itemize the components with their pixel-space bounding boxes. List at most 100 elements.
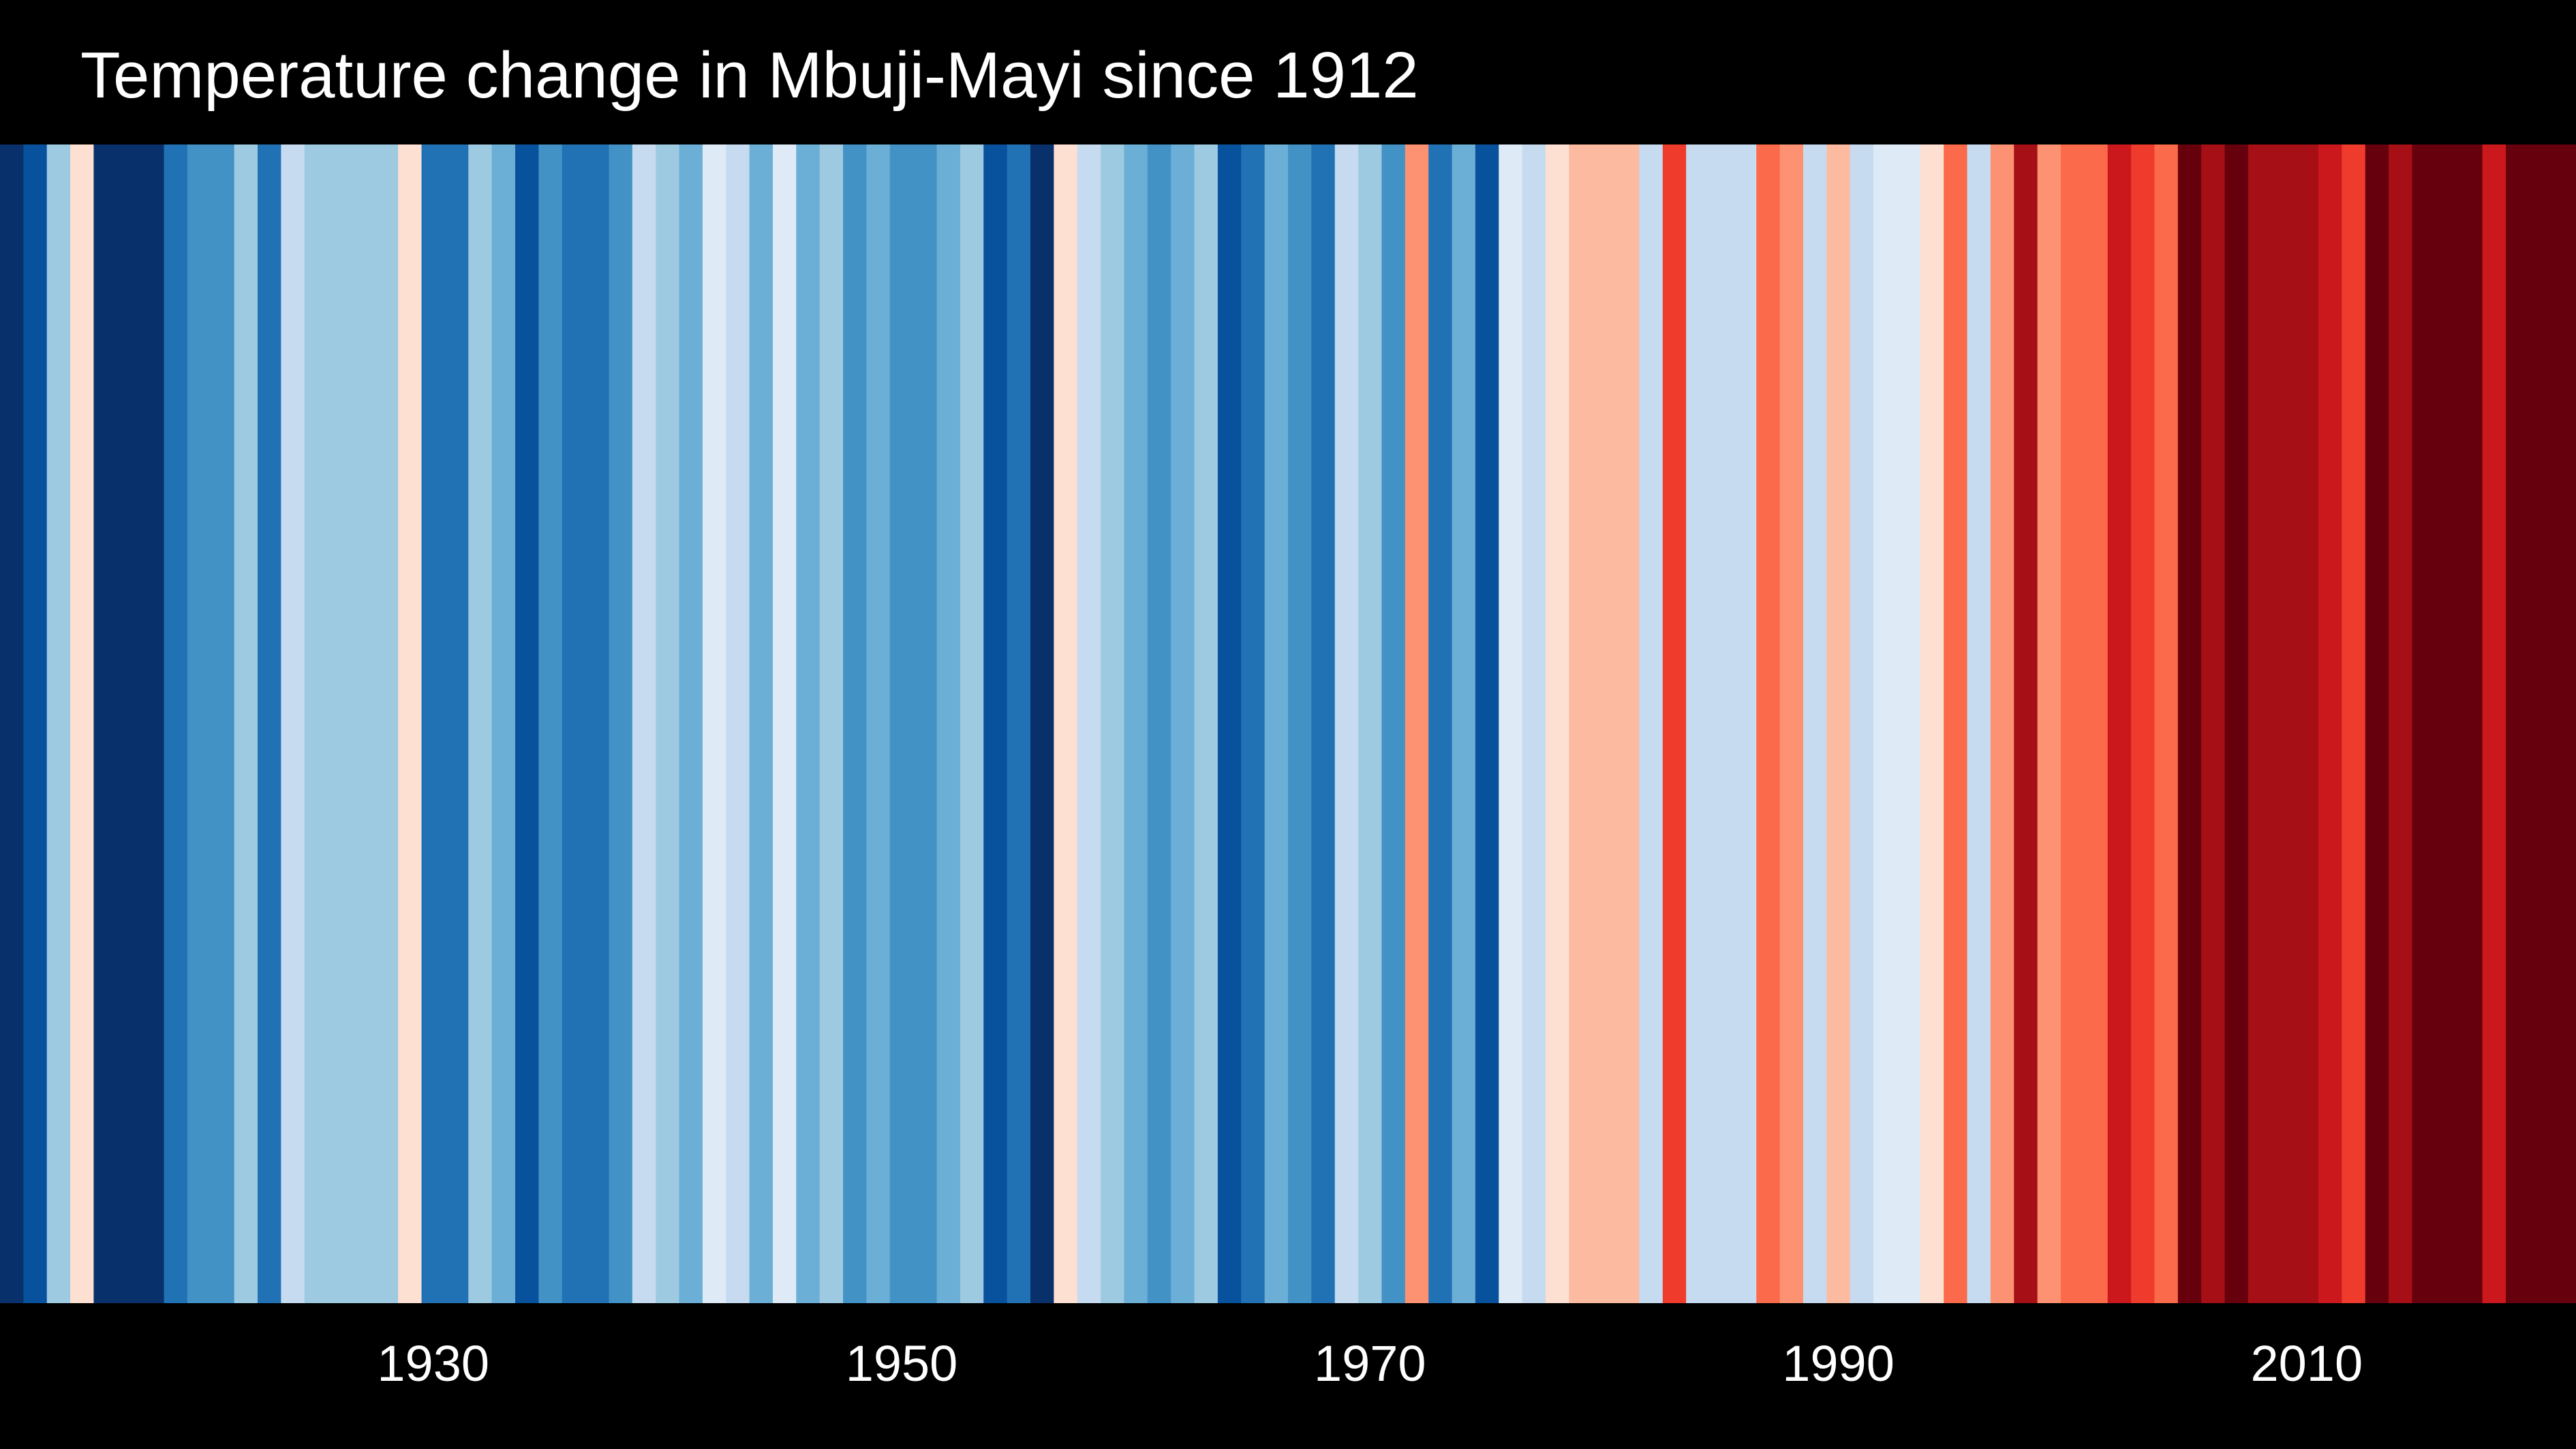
stripe-1967 xyxy=(1288,144,1312,1303)
stripe-1921 xyxy=(211,144,235,1303)
stripe-1913 xyxy=(23,144,48,1303)
stripe-1971 xyxy=(1381,144,1406,1303)
stripe-2013 xyxy=(2365,144,2389,1303)
stripe-1926 xyxy=(328,144,352,1303)
stripe-2020 xyxy=(2529,144,2554,1303)
stripe-1917 xyxy=(117,144,141,1303)
stripe-1976 xyxy=(1499,144,1523,1303)
stripe-1995 xyxy=(1944,144,1968,1303)
stripe-1930 xyxy=(421,144,446,1303)
stripe-1946 xyxy=(796,144,821,1303)
stripe-1944 xyxy=(749,144,773,1303)
stripe-1970 xyxy=(1358,144,1383,1303)
stripe-2010 xyxy=(2295,144,2319,1303)
x-tick-label-2010: 2010 xyxy=(2251,1335,2363,1392)
stripe-1951 xyxy=(913,144,938,1303)
stripe-2018 xyxy=(2482,144,2506,1303)
stripe-1978 xyxy=(1546,144,1569,1303)
stripe-1953 xyxy=(960,144,984,1303)
stripe-1914 xyxy=(46,144,71,1303)
stripe-1955 xyxy=(1007,144,1031,1303)
stripe-1993 xyxy=(1897,144,1921,1303)
stripe-1979 xyxy=(1569,144,1593,1303)
stripe-2007 xyxy=(2224,144,2249,1303)
stripe-1931 xyxy=(444,144,469,1303)
stripe-1943 xyxy=(726,144,750,1303)
stripe-1972 xyxy=(1405,144,1429,1303)
stripe-1965 xyxy=(1241,144,1266,1303)
stripe-1987 xyxy=(1756,144,1781,1303)
x-tick-label-1970: 1970 xyxy=(1314,1335,1426,1392)
stripe-1969 xyxy=(1334,144,1359,1303)
stripe-1912 xyxy=(0,144,24,1303)
stripe-1977 xyxy=(1522,144,1546,1303)
stripe-1980 xyxy=(1592,144,1616,1303)
stripe-2008 xyxy=(2248,144,2272,1303)
stripe-2016 xyxy=(2435,144,2459,1303)
stripe-1986 xyxy=(1732,144,1757,1303)
stripe-1941 xyxy=(679,144,703,1303)
stripe-1949 xyxy=(866,144,891,1303)
stripe-2012 xyxy=(2342,144,2366,1303)
stripe-1958 xyxy=(1077,144,1101,1303)
stripe-1952 xyxy=(936,144,961,1303)
x-tick-label-1950: 1950 xyxy=(846,1335,958,1392)
stripe-2002 xyxy=(2107,144,2132,1303)
stripe-2004 xyxy=(2154,144,2179,1303)
stripe-2015 xyxy=(2412,144,2436,1303)
stripe-1956 xyxy=(1030,144,1054,1303)
stripe-2003 xyxy=(2131,144,2156,1303)
stripe-1945 xyxy=(773,144,797,1303)
x-tick-label-1930: 1930 xyxy=(377,1335,489,1392)
stripe-1959 xyxy=(1101,144,1125,1303)
stripe-2011 xyxy=(2318,144,2342,1303)
stripe-1985 xyxy=(1709,144,1734,1303)
stripe-1996 xyxy=(1967,144,1991,1303)
chart-title: Temperature change in Mbuji-Mayi since 1… xyxy=(80,39,1419,112)
stripe-1973 xyxy=(1428,144,1453,1303)
stripe-2019 xyxy=(2505,144,2530,1303)
x-axis-ticks: 1930 1950 1970 1990 2010 xyxy=(377,1335,2363,1392)
stripe-1957 xyxy=(1054,144,1078,1303)
stripe-1989 xyxy=(1803,144,1827,1303)
stripe-2001 xyxy=(2084,144,2109,1303)
stripe-1994 xyxy=(1920,144,1944,1303)
stripe-1916 xyxy=(93,144,118,1303)
stripe-2017 xyxy=(2459,144,2483,1303)
stripe-1925 xyxy=(304,144,328,1303)
stripe-1998 xyxy=(2014,144,2038,1303)
stripe-1948 xyxy=(843,144,868,1303)
stripe-1924 xyxy=(281,144,305,1303)
stripe-1997 xyxy=(1990,144,2014,1303)
stripe-1962 xyxy=(1171,144,1195,1303)
stripe-1939 xyxy=(632,144,656,1303)
stripe-1964 xyxy=(1217,144,1242,1303)
stripe-1984 xyxy=(1686,144,1711,1303)
stripe-1940 xyxy=(656,144,680,1303)
stripe-2005 xyxy=(2177,144,2202,1303)
stripe-1919 xyxy=(164,144,188,1303)
stripes-group xyxy=(0,144,2576,1303)
stripe-1938 xyxy=(609,144,633,1303)
stripe-1968 xyxy=(1311,144,1336,1303)
stripe-1947 xyxy=(819,144,844,1303)
stripe-1927 xyxy=(351,144,375,1303)
stripe-1982 xyxy=(1639,144,1663,1303)
stripe-1988 xyxy=(1779,144,1804,1303)
stripe-1950 xyxy=(889,144,914,1303)
stripe-1918 xyxy=(140,144,165,1303)
stripe-1963 xyxy=(1194,144,1218,1303)
stripe-1991 xyxy=(1850,144,1874,1303)
stripe-1915 xyxy=(70,144,95,1303)
stripe-2014 xyxy=(2389,144,2413,1303)
stripe-2000 xyxy=(2061,144,2085,1303)
stripe-1975 xyxy=(1475,144,1499,1303)
stripe-1966 xyxy=(1264,144,1289,1303)
stripe-1922 xyxy=(234,144,258,1303)
stripe-1937 xyxy=(585,144,610,1303)
x-tick-label-1990: 1990 xyxy=(1782,1335,1895,1392)
stripe-1981 xyxy=(1616,144,1640,1303)
stripe-1936 xyxy=(562,144,586,1303)
